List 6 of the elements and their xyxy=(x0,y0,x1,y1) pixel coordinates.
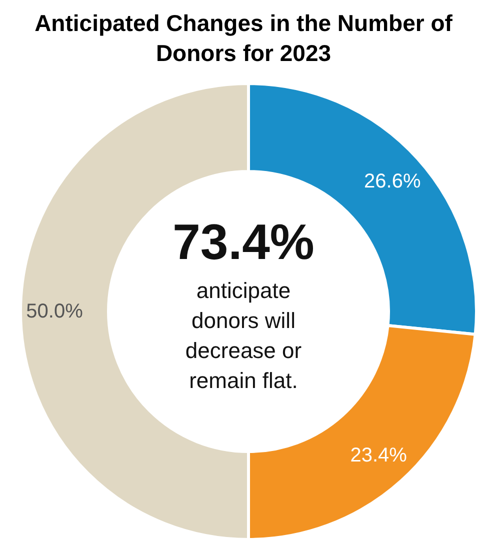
data-label: 50.0% xyxy=(26,300,84,322)
text: anticipate donors will decrease or remain flat. xyxy=(184,276,303,394)
data-label: 23.4% xyxy=(350,444,408,466)
chart-title: Anticipated Changes in the Number of Donors for 2023 xyxy=(34,9,454,68)
data-label: 26.6% xyxy=(364,170,421,192)
text: 73.4% xyxy=(172,212,316,272)
